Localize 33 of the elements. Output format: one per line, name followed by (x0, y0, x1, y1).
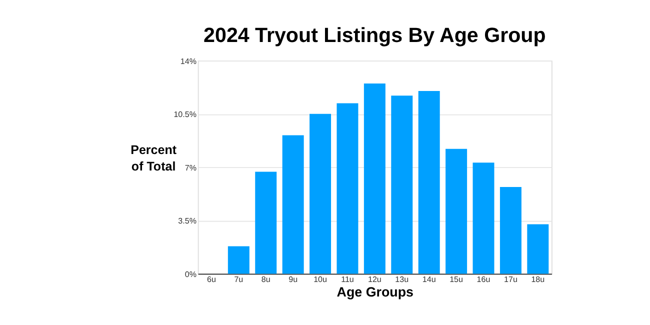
x-tick-label: 13u (395, 275, 409, 284)
x-tick-label: 17u (504, 275, 518, 284)
bar (527, 224, 549, 274)
chart-title: 2024 Tryout Listings By Age Group (204, 24, 546, 47)
bar (391, 96, 413, 274)
bar (472, 162, 494, 274)
x-axis-title: Age Groups (336, 284, 414, 300)
y-tick-label: 0% (184, 270, 197, 279)
x-tick-label: 15u (450, 275, 464, 284)
y-tick-label: 3.5% (178, 216, 197, 226)
bar (228, 246, 250, 274)
x-tick-label: 18u (531, 275, 545, 284)
x-tick-label: 7u (234, 275, 244, 284)
bar (282, 135, 304, 274)
bar (500, 186, 522, 274)
y-axis-title: Percent of Total (130, 143, 178, 174)
x-tick-label: 16u (476, 275, 490, 284)
x-tick-label: 11u (341, 275, 354, 284)
x-tick-label: 14u (422, 275, 436, 284)
y-tick-label: 10.5% (174, 110, 197, 120)
bar (418, 91, 440, 274)
y-tick-label: 7% (184, 163, 197, 172)
bar (310, 114, 332, 274)
bar (364, 83, 386, 274)
bar (336, 103, 358, 274)
x-tick-label: 6u (206, 275, 216, 284)
x-tick-label: 12u (368, 275, 382, 284)
bar (255, 172, 277, 274)
bar (446, 148, 468, 274)
y-tick-label: 14% (180, 56, 197, 66)
x-tick-label: 8u (261, 275, 270, 284)
x-tick-label: 10u (314, 275, 327, 284)
x-tick-label: 9u (288, 275, 298, 284)
